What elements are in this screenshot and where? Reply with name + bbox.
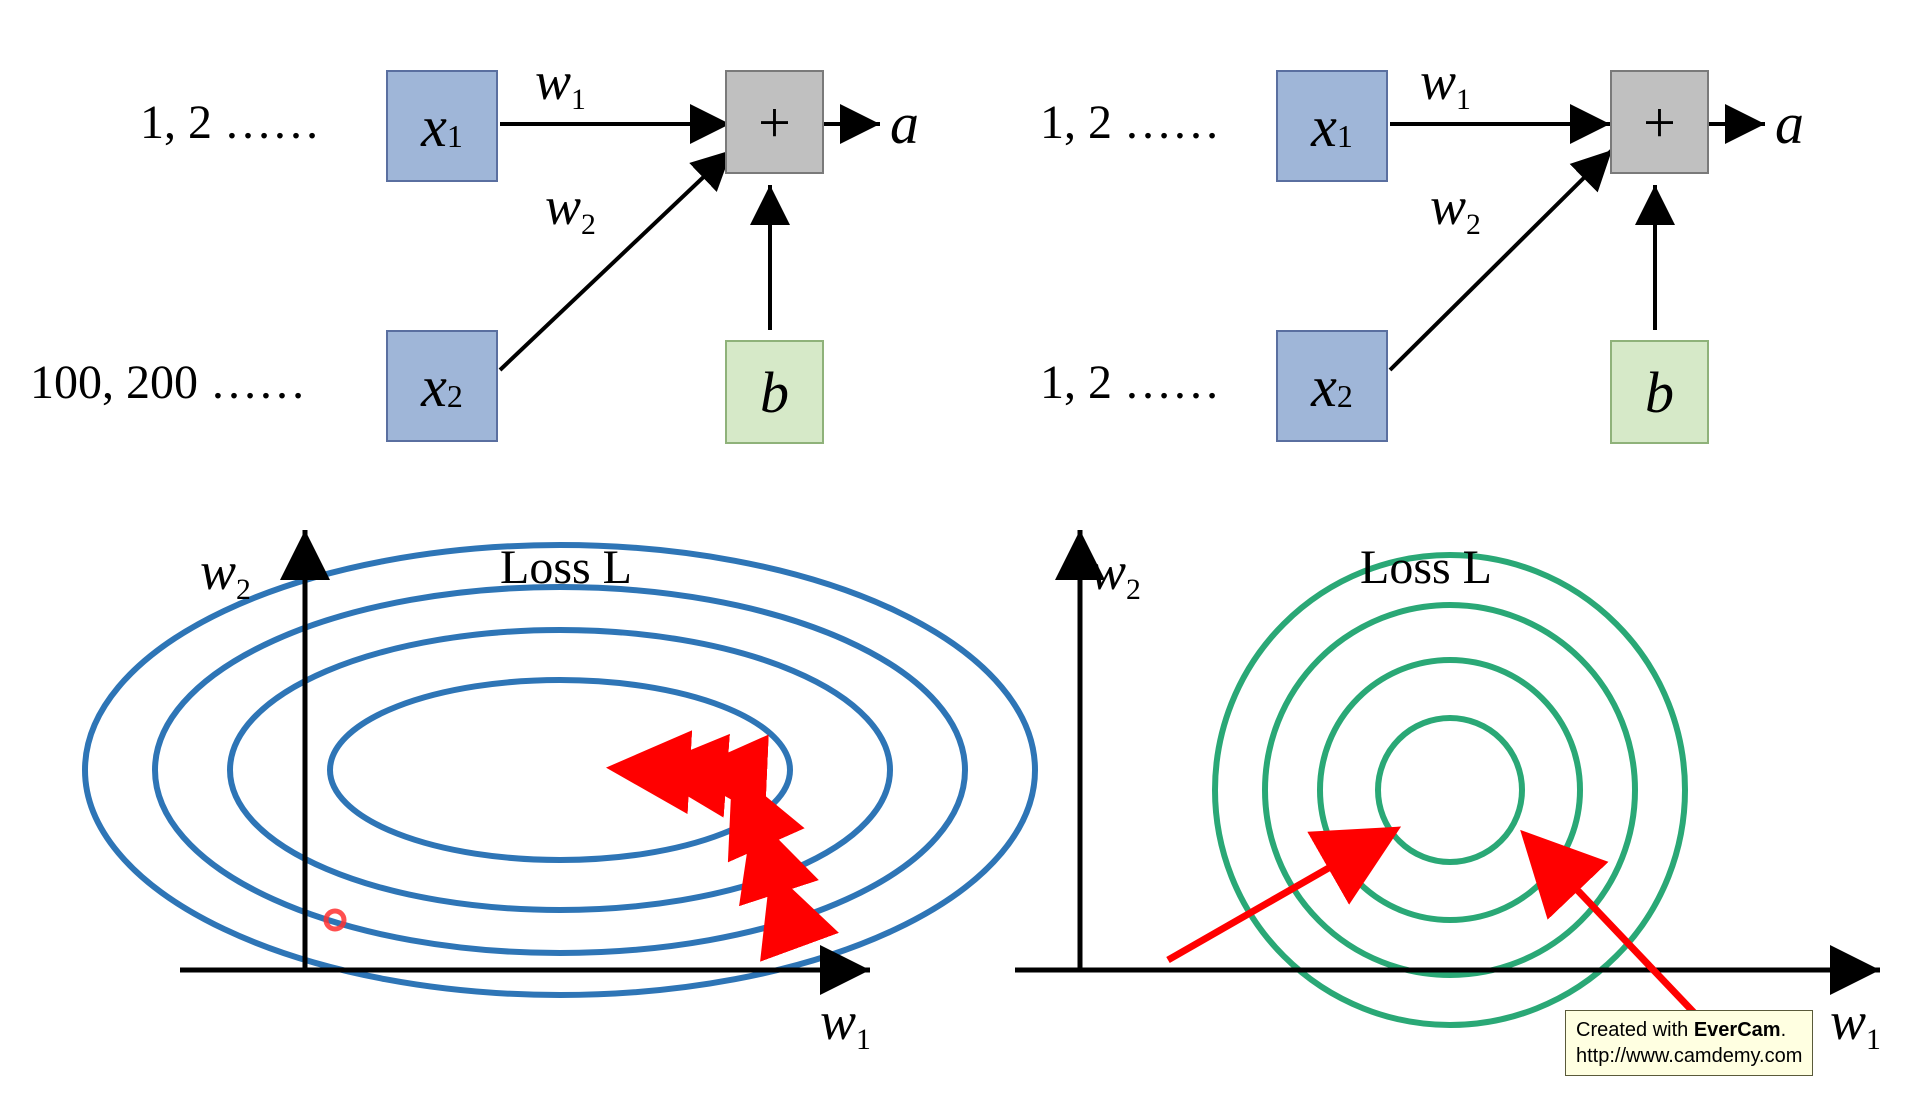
tr-x1-box: x1 bbox=[1276, 70, 1388, 182]
tooltip-brand: EverCam bbox=[1694, 1019, 1781, 1041]
tr-w1-label: w1 bbox=[1420, 50, 1471, 112]
tl-w2-label: w2 bbox=[545, 175, 596, 237]
tr-b-box: b bbox=[1610, 340, 1709, 444]
tl-x2-range: 100, 200 …… bbox=[30, 355, 306, 410]
br-chart bbox=[1015, 530, 1880, 1040]
tr-x2-range: 1, 2 …… bbox=[1040, 355, 1220, 410]
tl-plus-box: + bbox=[725, 70, 824, 174]
tl-b-box: b bbox=[725, 340, 824, 444]
tooltip-line1-pre: Created with bbox=[1576, 1019, 1694, 1041]
tl-x1-box: x1 bbox=[386, 70, 498, 182]
tr-plus-box: + bbox=[1610, 70, 1709, 174]
tr-a-label: a bbox=[1775, 90, 1804, 157]
tooltip-line1-post: . bbox=[1781, 1019, 1787, 1041]
tl-x2-var: x bbox=[421, 353, 447, 420]
bl-title: Loss L bbox=[500, 540, 632, 595]
tooltip-url: http://www.camdemy.com bbox=[1576, 1045, 1802, 1067]
tl-x1-var: x bbox=[421, 93, 447, 160]
tl-x1-sub: 1 bbox=[447, 119, 463, 155]
br-w1-axis-label: w1 bbox=[1830, 990, 1881, 1052]
evercam-tooltip: Created with EverCam. http://www.camdemy… bbox=[1565, 1010, 1813, 1076]
tl-a-label: a bbox=[890, 90, 919, 157]
tr-x2-box: x2 bbox=[1276, 330, 1388, 442]
tr-x1-range: 1, 2 …… bbox=[1040, 95, 1220, 150]
tl-w1-label: w1 bbox=[535, 50, 586, 112]
br-w2-axis-label: w2 bbox=[1090, 540, 1141, 602]
tl-x2-sub: 2 bbox=[447, 379, 463, 415]
bl-w2-axis-label: w2 bbox=[200, 540, 251, 602]
bl-w1-axis-label: w1 bbox=[820, 990, 871, 1052]
tr-w2-label: w2 bbox=[1430, 175, 1481, 237]
tl-x2-box: x2 bbox=[386, 330, 498, 442]
br-title: Loss L bbox=[1360, 540, 1492, 595]
tl-x1-range: 1, 2 …… bbox=[140, 95, 320, 150]
